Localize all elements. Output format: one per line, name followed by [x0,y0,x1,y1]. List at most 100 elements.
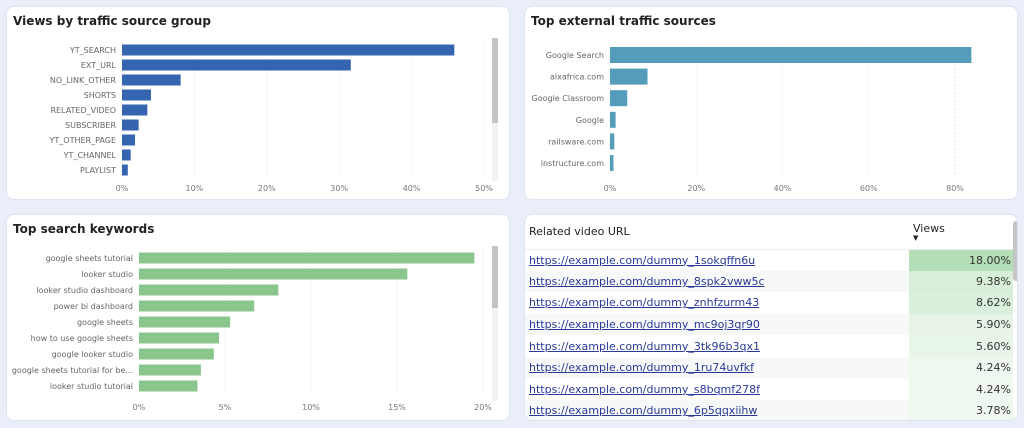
url-cell: https://example.com/dummy_3tk96b3qx1 [525,335,909,357]
views-cell: 18.00% [909,249,1015,271]
chart-title: Views by traffic source group [13,14,211,28]
table-row: https://example.com/dummy_3tk96b3qx1 5.60… [525,335,1015,357]
category-label: looker studio [81,270,133,279]
bar[interactable] [122,74,181,86]
category-label: YT_OTHER_PAGE [49,136,116,145]
bar[interactable] [139,284,279,296]
x-tick-label: 10% [186,184,204,193]
bar[interactable] [139,316,231,328]
x-tick-label: 50% [475,184,493,193]
bar[interactable] [122,44,455,56]
category-label: Google Classroom [532,94,605,103]
bar[interactable] [139,268,408,280]
category-label: google looker studio [52,350,133,359]
bar[interactable] [610,133,615,150]
bar[interactable] [122,104,148,116]
external-sources-chart: 0% 20% 40% 60% 80% Google Search alxafrica.com… [532,44,972,193]
bar[interactable] [139,364,201,376]
x-tick-label: 80% [946,184,964,193]
related-video-card: Related video URL Views ▼ https://example… [524,214,1018,421]
url-cell: https://example.com/dummy_1ru74uvfkf [525,356,909,379]
category-label: RELATED_VIDEO [50,106,116,115]
table-row: https://example.com/dummy_6p5qqxiihw 3.78… [525,400,1015,420]
bar[interactable] [139,348,214,360]
category-label: EXT_URL [81,61,117,70]
traffic-source-card: Views by traffic source group 0% 10% 20% 30… [6,6,510,200]
related-video-table: Related video URL Views ▼ https://example… [525,215,1015,420]
table-row: https://example.com/dummy_1ru74uvfkf 4.24… [525,356,1015,379]
category-label: railsware.com [548,137,604,146]
bar[interactable] [139,300,255,312]
table-row: https://example.com/dummy_mc9oj3qr90 5.90… [525,313,1015,336]
views-cell: 8.62% [909,292,1015,314]
views-cell: 5.90% [909,313,1015,336]
views-cell: 5.60% [909,335,1015,357]
table-row: https://example.com/dummy_znhfzurm43 8.62… [525,292,1015,314]
table-row: https://example.com/dummy_s8bqmf278f 4.24… [525,378,1015,401]
url-cell: https://example.com/dummy_6p5qqxiihw [525,400,909,420]
bar[interactable] [139,252,475,264]
views-cell: 4.24% [909,356,1015,379]
category-label: SUBSCRIBER [65,121,116,130]
url-cell: https://example.com/dummy_1sokqffn6u [525,249,909,271]
url-cell: https://example.com/dummy_s8bqmf278f [525,379,909,401]
chart-title: Top search keywords [13,222,155,236]
x-tick-label: 0% [116,184,129,193]
bar[interactable] [610,68,648,85]
x-tick-label: 20% [474,403,492,412]
views-cell: 4.24% [909,378,1015,401]
category-label: PLAYLIST [80,166,116,175]
category-label: instructure.com [541,159,604,168]
bar[interactable] [122,89,151,101]
bar[interactable] [610,111,616,128]
bar[interactable] [122,164,128,176]
column-header-url[interactable]: Related video URL [525,215,909,250]
url-cell: https://example.com/dummy_mc9oj3qr90 [525,313,909,336]
bar[interactable] [122,134,136,146]
sort-descending-icon[interactable]: ▼ [913,234,919,243]
scrollbar[interactable] [492,246,498,401]
bar[interactable] [122,59,351,71]
category-label: alxafrica.com [550,73,604,82]
x-tick-label: 40% [774,184,792,193]
category-label: YT_SEARCH [69,46,116,55]
x-tick-label: 0% [604,184,617,193]
category-label: power bi dashboard [54,302,133,311]
category-label: google sheets tutorial [46,254,133,263]
traffic-source-chart: 0% 10% 20% 30% 40% 50% YT_SEARCH EXT_URL NO_LINK… [49,42,493,193]
column-header-views[interactable]: Views ▼ [909,215,1015,250]
category-label: looker studio dashboard [36,286,133,295]
bar[interactable] [139,380,198,392]
bar[interactable] [610,47,972,63]
bar[interactable] [122,149,131,161]
x-tick-label: 0% [133,403,146,412]
x-tick-label: 20% [687,184,705,193]
scrollbar[interactable] [492,38,498,181]
video-url-link[interactable]: https://example.com/dummy_6p5qqxiihw [529,404,758,418]
bar[interactable] [139,332,219,344]
bar[interactable] [610,90,628,107]
url-cell: https://example.com/dummy_znhfzurm43 [525,292,909,314]
category-label: Google [576,116,604,125]
x-tick-label: 10% [302,403,320,412]
category-label: NO_LINK_OTHER [50,76,117,85]
video-url-link[interactable]: https://example.com/dummy_s8bqmf278f [529,382,761,396]
table-row: https://example.com/dummy_8spk2vww5c 9.38… [525,270,1015,293]
bar[interactable] [610,155,614,171]
video-url-link[interactable]: https://example.com/dummy_3tk96b3qx1 [529,339,761,353]
video-url-link[interactable]: https://example.com/dummy_1ru74uvfkf [529,361,754,375]
category-label: looker studio tutorial [50,382,133,391]
video-url-link[interactable]: https://example.com/dummy_znhfzurm43 [529,296,760,310]
video-url-link[interactable]: https://example.com/dummy_mc9oj3qr90 [529,318,760,332]
chart-title: Top external traffic sources [531,14,716,28]
views-cell: 9.38% [909,270,1015,293]
bar[interactable] [122,119,139,131]
category-label: google sheets tutorial for be... [12,366,133,375]
category-label: google sheets [77,318,133,327]
category-label: SHORTS [84,91,116,100]
scrollbar[interactable] [1013,221,1017,416]
video-url-link[interactable]: https://example.com/dummy_8spk2vww5c [529,274,765,288]
video-url-link[interactable]: https://example.com/dummy_1sokqffn6u [529,253,756,267]
x-tick-label: 60% [860,184,878,193]
x-tick-label: 30% [330,184,348,193]
